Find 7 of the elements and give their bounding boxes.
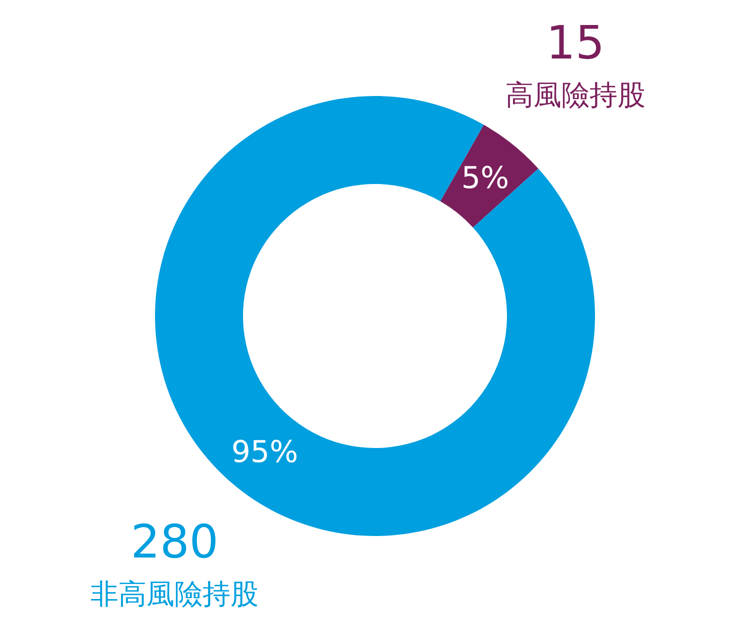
data-label: 280	[130, 514, 219, 568]
text: 95%	[231, 435, 298, 470]
slice-label: 非高風險持股	[90, 577, 259, 610]
text: 5%	[461, 160, 510, 196]
data-label: 15	[546, 16, 605, 70]
donut-slice	[440, 124, 538, 228]
slice-label: 高風險持股	[505, 78, 646, 112]
